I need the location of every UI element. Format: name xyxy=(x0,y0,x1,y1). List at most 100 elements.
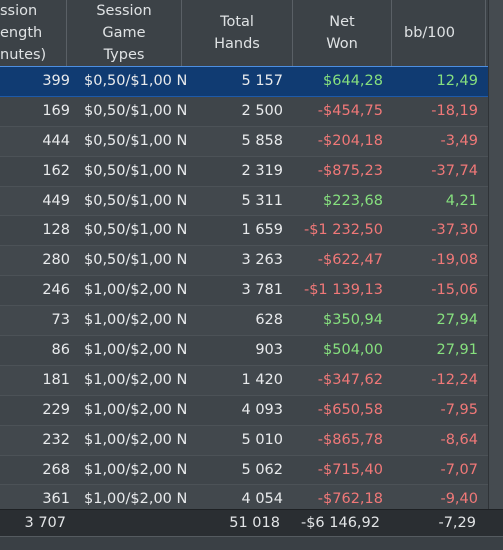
header-line: Net xyxy=(329,14,355,30)
total-session-length: 3 707 xyxy=(24,515,66,531)
header-line: Total xyxy=(220,14,254,30)
session-length-cell: 128 xyxy=(42,222,70,239)
session-length-cell: 162 xyxy=(42,162,70,179)
session-length-cell: 232 xyxy=(42,431,70,448)
total-hands-cell: 5 858 xyxy=(241,132,283,149)
header-line: Won xyxy=(326,36,358,52)
net-won-cell: -$875,23 xyxy=(317,162,383,179)
net-won-cell: $223,68 xyxy=(323,192,383,209)
bb100-cell: -37,74 xyxy=(431,162,478,179)
header-line: nutes) xyxy=(0,47,47,63)
header-line: Types xyxy=(103,47,145,63)
game-type-cell: $1,00/$2,00 NL xyxy=(84,342,188,359)
session-length-cell: 246 xyxy=(42,282,70,299)
game-type-cell: $1,00/$2,00 NL xyxy=(84,491,188,508)
bb100-cell: 12,49 xyxy=(436,73,478,89)
table-row[interactable]: 229 $1,00/$2,00 NL 4 093 -$650,58 -7,95 xyxy=(0,395,503,426)
net-won-cell: -$454,75 xyxy=(317,102,383,119)
game-type-cell: $1,00/$2,00 NL xyxy=(84,312,188,329)
net-won-cell: $644,28 xyxy=(323,73,383,89)
grid-rows: 399 $0,50/$1,00 NL 5 157 $644,28 12,49 169 $0,… xyxy=(0,66,503,516)
total-hands-cell: 903 xyxy=(255,342,283,359)
header-total-hands[interactable]: Total Hands xyxy=(182,0,293,66)
table-row[interactable]: 169 $0,50/$1,00 NL 2 500 -$454,75 -18,19 xyxy=(0,96,503,127)
bb100-cell: -7,95 xyxy=(440,401,478,418)
total-hands-cell: 5 311 xyxy=(241,192,283,209)
total-hands-cell: 628 xyxy=(255,312,283,329)
grid-header: ssion ength nutes) Session Game Types To… xyxy=(0,0,503,67)
net-won-cell: -$762,18 xyxy=(317,491,383,508)
net-won-cell: -$865,78 xyxy=(317,431,383,448)
total-hands-cell: 4 093 xyxy=(241,401,283,418)
total-bb100: -7,29 xyxy=(438,515,476,531)
bb100-cell: -7,07 xyxy=(440,461,478,478)
header-bb100[interactable]: bb/100 xyxy=(392,0,486,66)
table-row[interactable]: 246 $1,00/$2,00 NL 3 781 -$1 139,13 -15,06 xyxy=(0,276,503,307)
header-line: ength xyxy=(0,25,43,41)
net-won-cell: -$622,47 xyxy=(317,252,383,269)
net-won-cell: $504,00 xyxy=(323,342,383,359)
session-length-cell: 169 xyxy=(42,102,70,119)
game-type-cell: $1,00/$2,00 NL xyxy=(84,371,188,388)
game-type-cell: $0,50/$1,00 NL xyxy=(84,162,188,179)
total-hands-cell: 2 500 xyxy=(241,102,283,119)
session-length-cell: 86 xyxy=(51,342,70,359)
game-type-cell: $0,50/$1,00 NL xyxy=(84,132,188,149)
bb100-cell: -15,06 xyxy=(431,282,478,299)
bb100-cell: -8,64 xyxy=(440,431,478,448)
session-length-cell: 449 xyxy=(42,192,70,209)
bb100-cell: -9,40 xyxy=(440,491,478,508)
table-row[interactable]: 73 $1,00/$2,00 NL 628 $350,94 27,94 xyxy=(0,306,503,337)
session-length-cell: 280 xyxy=(42,252,70,269)
header-line: Session xyxy=(96,3,152,19)
bb100-cell: -12,24 xyxy=(431,371,478,388)
session-length-cell: 361 xyxy=(42,491,70,508)
total-hands-cell: 4 054 xyxy=(241,491,283,508)
table-row[interactable]: 128 $0,50/$1,00 NL 1 659 -$1 232,50 -37,30 xyxy=(0,216,503,247)
table-row[interactable]: 449 $0,50/$1,00 NL 5 311 $223,68 4,21 xyxy=(0,186,503,217)
bb100-cell: -18,19 xyxy=(431,102,478,119)
table-row[interactable]: 162 $0,50/$1,00 NL 2 319 -$875,23 -37,74 xyxy=(0,156,503,187)
game-type-cell: $0,50/$1,00 NL xyxy=(84,222,188,239)
header-session-length[interactable]: ssion ength nutes) xyxy=(0,0,67,66)
total-hands-cell: 2 319 xyxy=(241,162,283,179)
game-type-cell: $1,00/$2,00 NL xyxy=(84,461,188,478)
session-length-cell: 73 xyxy=(51,312,70,329)
table-row[interactable]: 232 $1,00/$2,00 NL 5 010 -$865,78 -8,64 xyxy=(0,425,503,456)
game-type-cell: $1,00/$2,00 NL xyxy=(84,431,188,448)
table-row[interactable]: 86 $1,00/$2,00 NL 903 $504,00 27,91 xyxy=(0,336,503,366)
game-type-cell: $0,50/$1,00 NL xyxy=(84,192,188,209)
table-row[interactable]: 444 $0,50/$1,00 NL 5 858 -$204,18 -3,49 xyxy=(0,126,503,157)
total-hands-cell: 1 659 xyxy=(241,222,283,239)
net-won-cell: -$1 139,13 xyxy=(303,282,383,299)
totals-row: 3 707 51 018 -$6 146,92 -7,29 xyxy=(0,509,503,536)
bb100-cell: -37,30 xyxy=(431,222,478,239)
total-hands-cell: 5 062 xyxy=(241,461,283,478)
net-won-cell: -$1 232,50 xyxy=(303,222,383,239)
total-hands: 51 018 xyxy=(229,515,280,531)
net-won-cell: $350,94 xyxy=(323,312,383,329)
header-line: ssion xyxy=(0,3,38,19)
vertical-scrollbar[interactable] xyxy=(488,0,503,509)
net-won-cell: -$715,40 xyxy=(317,461,383,478)
game-type-cell: $1,00/$2,00 NL xyxy=(84,401,188,418)
session-length-cell: 268 xyxy=(42,461,70,478)
table-row[interactable]: 181 $1,00/$2,00 NL 1 420 -$347,62 -12,24 xyxy=(0,365,503,396)
session-length-cell: 181 xyxy=(42,371,70,388)
total-hands-cell: 5 157 xyxy=(241,73,283,89)
total-hands-cell: 1 420 xyxy=(241,371,283,388)
header-line: Game xyxy=(102,25,146,41)
session-length-cell: 229 xyxy=(42,401,70,418)
net-won-cell: -$347,62 xyxy=(317,371,383,388)
total-net-won: -$6 146,92 xyxy=(300,515,380,531)
header-line: Hands xyxy=(214,36,260,52)
header-net-won[interactable]: Net Won xyxy=(293,0,392,66)
total-hands-cell: 3 263 xyxy=(241,252,283,269)
table-row[interactable]: 399 $0,50/$1,00 NL 5 157 $644,28 12,49 xyxy=(0,66,503,98)
session-length-cell: 444 xyxy=(42,132,70,149)
table-row[interactable]: 280 $0,50/$1,00 NL 3 263 -$622,47 -19,08 xyxy=(0,246,503,277)
game-type-cell: $1,00/$2,00 NL xyxy=(84,282,188,299)
header-game-types[interactable]: Session Game Types xyxy=(67,0,182,66)
horizontal-scrollbar[interactable] xyxy=(0,536,503,550)
table-row[interactable]: 268 $1,00/$2,00 NL 5 062 -$715,40 -7,07 xyxy=(0,455,503,486)
